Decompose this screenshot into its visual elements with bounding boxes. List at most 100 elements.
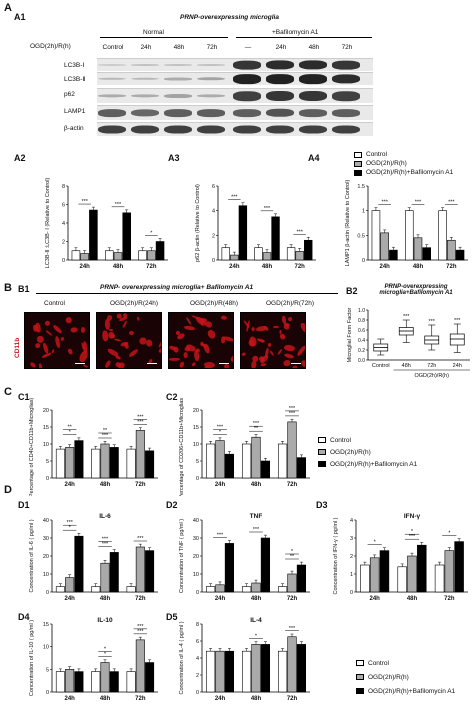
legend-c-ogd: OGD(2h)/R(h) [318,446,417,458]
bar [221,247,230,261]
legend-c-baf: OGD(2h)/R(h)+Bafilomycin A1 [318,458,417,470]
cell [104,359,113,368]
bar [113,252,123,261]
bar [455,249,465,261]
lane-label: 48h [308,44,320,51]
bar [205,586,216,593]
x-tick-label: 24h [64,696,75,702]
cell [206,328,217,341]
lane-label: 48h [173,44,185,51]
y-tick-label: 4 [212,209,215,215]
bar [380,232,389,261]
x-tick-label: 72h [135,482,146,488]
significance-label: *** [264,206,271,212]
y-tick-label: 2 [196,673,199,679]
cell [273,325,280,329]
bar [155,241,165,261]
legend-text: Control [330,436,351,444]
bar [277,586,288,593]
x-tick-label: 72h [135,696,146,702]
y-tick-label: 40 [43,518,49,524]
bar [109,671,119,693]
chart-title: IFN-γ [404,513,421,520]
significance-label: *** [137,536,144,542]
group-normal-label: Normal [143,29,164,36]
y-axis-label: Concentration of IL-10 ( pg/ml ) [29,620,35,696]
box [449,333,465,346]
bar [447,239,456,261]
lane-label: 72h [206,44,218,51]
bar [65,577,75,593]
cell [122,320,128,328]
blot-band [197,125,225,134]
group-normal-line [100,37,228,38]
microscopy-image [96,312,162,369]
bar [371,210,381,261]
bar [205,650,216,693]
bar [71,250,81,261]
y-tick-label: 40 [193,518,199,524]
legend-swatch-ogd [354,160,362,167]
blot-row-label: p62 [64,91,75,98]
cell [292,364,298,368]
y-axis-label: Percentage of CD206+CD11b+Microglias(%) [179,398,185,496]
bar [145,550,155,593]
significance-label: *** [66,520,73,526]
significance-label: *** [415,200,422,206]
x-tick-label: 72h [446,264,457,270]
y-tick-label: 8 [196,622,199,628]
bar [454,541,464,593]
bar [145,662,155,693]
cell [60,336,65,341]
scale-bar [75,363,85,364]
cell [276,348,283,356]
cell [34,322,42,333]
y-tick-label: 0 [62,258,65,264]
blot-band [131,77,159,81]
significance-label: ** [254,426,259,432]
cell [36,335,45,343]
panel-b2-label: B2 [346,286,358,296]
y-axis-label: LAMP1 β-actin (Relative to Control) [345,180,351,267]
y-tick-label: 30 [43,536,49,542]
significance-label: *** [381,200,388,206]
y-axis-label: p62 β-actin (Relative to Control) [195,184,201,262]
y-tick-label: 6 [62,203,65,209]
y-tick-label: 2 [62,240,65,246]
bar [147,250,156,261]
cell [279,333,287,341]
scale-bar [219,363,229,364]
bar [287,573,297,593]
blot-band [233,125,261,134]
blot-band [332,91,360,101]
y-tick-label: 0.8 [358,318,365,324]
significance-label: *** [137,419,144,425]
blot-band [266,74,294,84]
y-tick-label: 1.5 [357,184,365,190]
panel-c2-label: C2 [166,392,178,402]
blot-band [266,108,294,118]
x-tick-label: 48h [402,363,411,369]
microscopy-image [168,312,234,369]
significance-label: * [255,633,258,639]
blot-band [98,77,126,81]
cell [229,355,233,363]
bar [89,209,98,261]
scale-bar [291,363,301,364]
y-tick-label: 3 [350,536,353,542]
cell [65,317,72,323]
cell [37,363,43,368]
significance-label: *** [137,624,144,630]
blot-band [164,125,192,134]
x-tick-label: 72h [287,482,298,488]
x-tick-label: 48h [251,696,262,702]
y-tick-label: 10 [193,442,199,448]
x-axis-label: OGD(2h)/R(h) [414,373,449,379]
significance-label: *** [81,199,88,205]
y-tick-label: 20 [43,408,49,414]
bar [438,210,447,261]
y-tick-label: 0 [196,690,199,696]
bar [91,586,101,593]
cell [41,341,49,354]
panel-a-label: A [4,2,12,14]
